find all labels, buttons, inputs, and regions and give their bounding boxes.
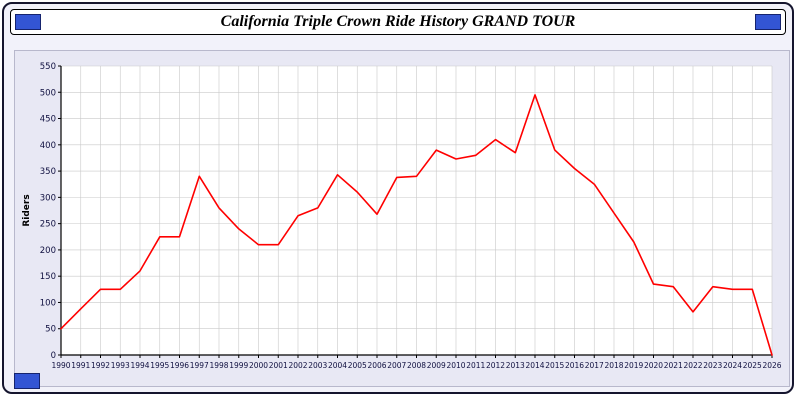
title-bar: California Triple Crown Ride History GRA… — [10, 9, 786, 35]
svg-text:2020: 2020 — [644, 361, 663, 370]
svg-text:2016: 2016 — [565, 361, 584, 370]
svg-text:2009: 2009 — [427, 361, 446, 370]
svg-text:2004: 2004 — [328, 361, 347, 370]
svg-text:2021: 2021 — [664, 361, 683, 370]
svg-text:2013: 2013 — [506, 361, 525, 370]
titlebar-left-decoration — [15, 14, 41, 30]
svg-text:350: 350 — [40, 167, 56, 177]
svg-text:2005: 2005 — [348, 361, 367, 370]
svg-text:2015: 2015 — [545, 361, 564, 370]
svg-text:1993: 1993 — [111, 361, 130, 370]
svg-text:100: 100 — [40, 298, 56, 308]
svg-text:1999: 1999 — [229, 361, 248, 370]
svg-text:250: 250 — [40, 220, 56, 230]
svg-text:150: 150 — [40, 272, 56, 282]
svg-text:2017: 2017 — [585, 361, 604, 370]
svg-text:1996: 1996 — [170, 361, 189, 370]
svg-text:1991: 1991 — [71, 361, 90, 370]
svg-text:1998: 1998 — [209, 361, 228, 370]
svg-text:2008: 2008 — [407, 361, 426, 370]
svg-text:2010: 2010 — [446, 361, 465, 370]
titlebar-right-decoration — [755, 14, 781, 30]
app-window: California Triple Crown Ride History GRA… — [2, 2, 794, 394]
svg-text:2019: 2019 — [624, 361, 643, 370]
svg-text:50: 50 — [45, 325, 56, 335]
svg-text:2022: 2022 — [683, 361, 702, 370]
svg-text:2014: 2014 — [525, 361, 544, 370]
svg-text:550: 550 — [40, 62, 56, 72]
svg-text:300: 300 — [40, 193, 56, 203]
svg-text:0: 0 — [51, 351, 56, 361]
svg-text:Riders: Riders — [22, 194, 32, 226]
bottom-left-decoration — [14, 373, 40, 389]
svg-text:2025: 2025 — [743, 361, 762, 370]
chart-region: 0 50 100 150 200 250 300 350 400 450 500 550 1990 199… — [14, 50, 790, 387]
svg-text:1994: 1994 — [130, 361, 149, 370]
svg-text:2000: 2000 — [249, 361, 268, 370]
svg-text:2023: 2023 — [703, 361, 722, 370]
svg-text:2003: 2003 — [308, 361, 327, 370]
svg-text:450: 450 — [40, 115, 56, 125]
svg-text:2026: 2026 — [762, 361, 781, 370]
svg-text:1992: 1992 — [91, 361, 110, 370]
svg-text:2011: 2011 — [466, 361, 485, 370]
svg-text:2012: 2012 — [486, 361, 505, 370]
svg-text:2007: 2007 — [387, 361, 406, 370]
chart-title: California Triple Crown Ride History GRA… — [220, 13, 576, 30]
svg-text:2024: 2024 — [723, 361, 742, 370]
svg-text:1995: 1995 — [150, 361, 169, 370]
svg-text:1990: 1990 — [51, 361, 70, 370]
svg-text:2006: 2006 — [367, 361, 386, 370]
svg-text:1997: 1997 — [190, 361, 209, 370]
svg-text:500: 500 — [40, 88, 56, 98]
svg-text:200: 200 — [40, 246, 56, 256]
svg-text:400: 400 — [40, 141, 56, 151]
svg-text:2002: 2002 — [288, 361, 307, 370]
svg-text:2018: 2018 — [604, 361, 623, 370]
svg-text:2001: 2001 — [269, 361, 288, 370]
